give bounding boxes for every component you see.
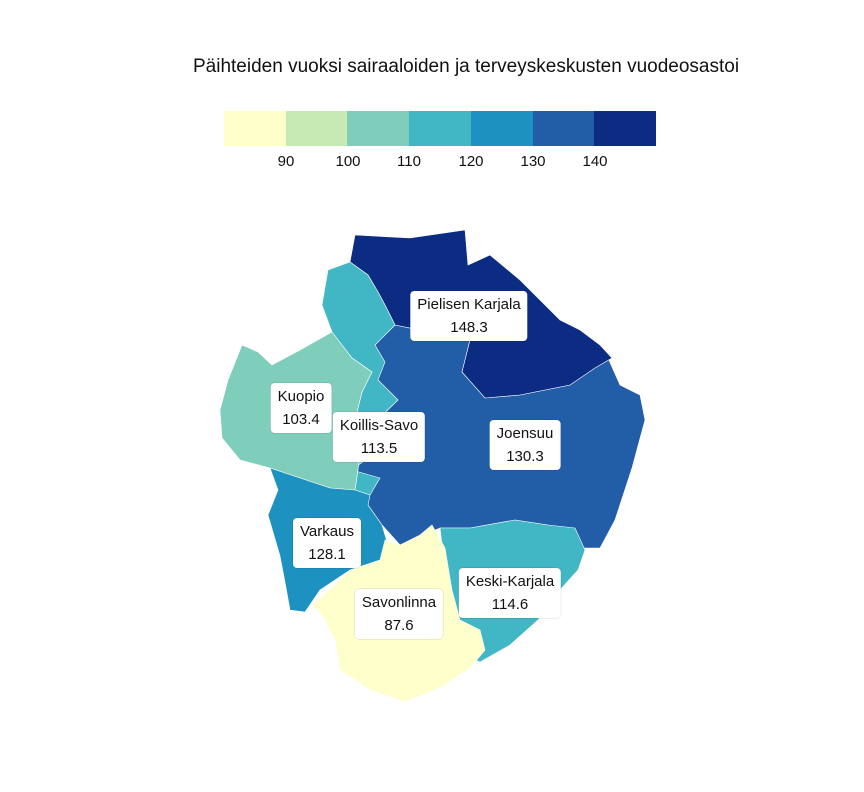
legend-swatch-2 [285, 111, 348, 146]
region-value: 128.1 [308, 546, 346, 563]
legend-swatch-5 [470, 111, 533, 146]
label-joensuu: Joensuu 130.3 [489, 420, 561, 470]
region-value: 114.6 [491, 596, 529, 613]
legend-swatch-6 [532, 111, 595, 146]
legend-tick: 100 [335, 153, 361, 170]
region-name: Joensuu [496, 425, 554, 442]
legend-tick: 120 [458, 153, 484, 170]
label-keski-karjala: Keski-Karjala 114.6 [458, 568, 562, 618]
region-value: 103.4 [282, 411, 320, 428]
color-legend [224, 111, 657, 146]
region-value: 113.5 [360, 440, 398, 457]
legend-swatch-3 [347, 111, 410, 146]
label-savonlinna: Savonlinna 87.6 [354, 589, 444, 639]
region-name: Varkaus [300, 523, 354, 540]
label-pielisen-karjala: Pielisen Karjala 148.3 [410, 291, 528, 341]
legend-tick: 90 [277, 153, 295, 170]
legend-ticks: 90 100 110 120 130 140 [0, 153, 864, 173]
legend-tick: 110 [397, 153, 421, 170]
chart-title: Päihteiden vuoksi sairaaloiden ja tervey… [193, 56, 740, 77]
label-varkaus: Varkaus 128.1 [293, 518, 361, 568]
region-name: Keski-Karjala [465, 573, 555, 590]
region-name: Koillis-Savo [339, 417, 419, 434]
region-value: 148.3 [450, 319, 488, 336]
legend-swatch-7 [594, 111, 657, 146]
label-kuopio: Kuopio 103.4 [270, 383, 332, 433]
legend-tick: 140 [582, 153, 608, 170]
legend-tick: 130 [520, 153, 546, 170]
region-name: Kuopio [277, 388, 325, 405]
region-value: 130.3 [506, 448, 544, 465]
region-value: 87.6 [384, 617, 414, 634]
legend-swatch-4 [409, 111, 471, 146]
label-koillis-savo: Koillis-Savo 113.5 [332, 412, 426, 462]
region-name: Pielisen Karjala [417, 296, 521, 313]
region-name: Savonlinna [361, 594, 437, 611]
legend-swatch-1 [224, 111, 286, 146]
